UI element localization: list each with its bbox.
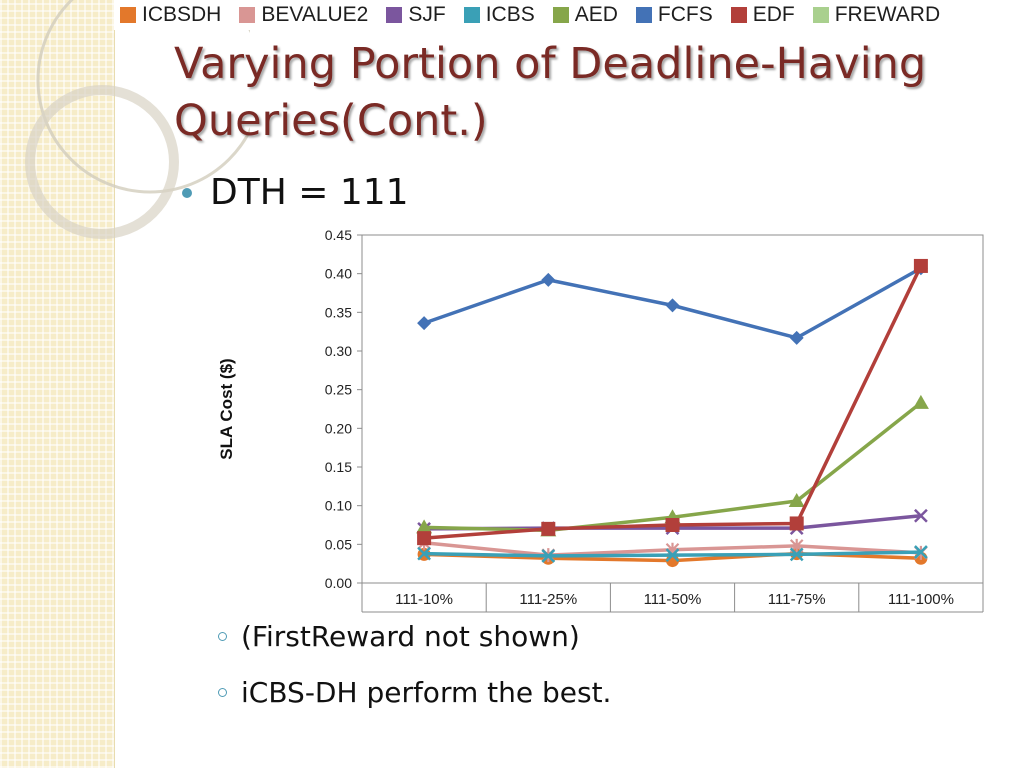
legend-item-fcfs: FCFS bbox=[635, 3, 713, 27]
legend-swatch bbox=[812, 7, 829, 23]
data-point-fcfs bbox=[417, 316, 432, 331]
x-tick-label: 111-100% bbox=[888, 591, 954, 608]
legend-item-bevalue2: BEVALUE2 bbox=[239, 3, 368, 27]
y-axis-label: SLA Cost ($) bbox=[217, 358, 236, 459]
legend-label: ICBSDH bbox=[142, 3, 222, 26]
legend-swatch bbox=[635, 7, 652, 23]
data-point-edf bbox=[541, 521, 556, 536]
legend-label: SJF bbox=[408, 3, 446, 26]
y-tick-label: 0.10 bbox=[325, 498, 352, 514]
bullet-dot-icon bbox=[182, 187, 192, 198]
x-tick-label: 111-25% bbox=[519, 591, 577, 608]
legend-label: ICBS bbox=[485, 3, 535, 26]
sub-bullet-text: (FirstReward not shown) bbox=[241, 620, 580, 653]
legend-label: BEVALUE2 bbox=[261, 3, 369, 26]
decorative-side-stripe bbox=[0, 0, 115, 768]
legend-swatch bbox=[120, 7, 136, 23]
y-tick-label: 0.25 bbox=[325, 382, 352, 398]
x-tick-label: 111-50% bbox=[644, 591, 702, 608]
data-point-icbs bbox=[665, 548, 680, 563]
x-tick-label: 111-10% bbox=[395, 591, 453, 608]
legend-label: FCFS bbox=[657, 3, 713, 26]
data-point-edf bbox=[417, 531, 432, 546]
legend-item-freward: FREWARD bbox=[812, 3, 941, 27]
data-point-fcfs bbox=[665, 298, 680, 313]
legend-swatch bbox=[239, 7, 256, 23]
legend-item-icbs: ICBS bbox=[463, 3, 535, 27]
y-tick-label: 0.20 bbox=[325, 420, 352, 436]
data-point-edf bbox=[913, 258, 928, 273]
chart-legend: ICBSDH BEVALUE2 SJF ICBS AED FCFS EDF FREWARD bbox=[114, 0, 1024, 30]
sub-bullet-ring-icon bbox=[218, 632, 227, 641]
legend-label: EDF bbox=[752, 3, 795, 26]
sub-bullet-ring-icon bbox=[218, 688, 227, 697]
legend-item-icbsdh: ICBSDH bbox=[120, 3, 221, 27]
decorative-circles bbox=[25, 0, 250, 239]
data-point-aed bbox=[912, 394, 929, 409]
y-tick-label: 0.05 bbox=[325, 536, 352, 552]
y-tick-label: 0.15 bbox=[325, 459, 352, 475]
slide-title: Varying Portion of Deadline-Having Queri… bbox=[174, 39, 927, 146]
data-point-edf bbox=[789, 516, 804, 531]
data-point-icbs bbox=[789, 547, 804, 562]
sub-bullet-text: iCBS-DH perform the best. bbox=[241, 676, 612, 709]
data-point-icbs bbox=[417, 546, 431, 561]
legend-swatch bbox=[730, 7, 747, 23]
sla-cost-chart: 0.00 0.05 0.10 0.15 0.20 0.25 0.30 0.35 0.40 0.45… bbox=[210, 222, 1000, 614]
data-point-aed bbox=[788, 493, 805, 508]
legend-swatch bbox=[463, 7, 480, 23]
y-tick-label: 0.40 bbox=[325, 266, 352, 282]
y-tick-label: 0.35 bbox=[325, 304, 352, 320]
x-tick-label: 111-75% bbox=[768, 591, 826, 608]
legend-item-aed: AED bbox=[552, 3, 618, 27]
sub-bullet-firstreward: (FirstReward not shown) bbox=[218, 620, 580, 653]
data-point-fcfs bbox=[789, 330, 804, 345]
bullet-text: DTH = 111 bbox=[210, 172, 409, 213]
chart-svg: 0.00 0.05 0.10 0.15 0.20 0.25 0.30 0.35 0.40 0.45… bbox=[217, 227, 984, 613]
legend-swatch bbox=[386, 7, 403, 23]
data-point-icbs bbox=[541, 549, 556, 563]
y-tick-label: 0.30 bbox=[325, 343, 352, 359]
y-tick-label: 0.00 bbox=[325, 575, 352, 591]
bullet-dth: DTH = 111 bbox=[182, 172, 409, 213]
data-point-edf bbox=[665, 518, 680, 532]
data-point-fcfs bbox=[541, 272, 556, 287]
sub-bullet-icbsdh: iCBS-DH perform the best. bbox=[218, 676, 611, 709]
legend-label: FREWARD bbox=[834, 3, 941, 26]
data-point-aed bbox=[416, 519, 433, 534]
data-point-sjf bbox=[914, 508, 928, 523]
data-point-icbs bbox=[914, 545, 928, 559]
y-tick-label: 0.45 bbox=[325, 227, 352, 243]
legend-item-edf: EDF bbox=[730, 3, 795, 27]
legend-item-sjf: SJF bbox=[386, 3, 446, 27]
legend-label: AED bbox=[574, 3, 618, 26]
legend-swatch bbox=[552, 7, 569, 23]
